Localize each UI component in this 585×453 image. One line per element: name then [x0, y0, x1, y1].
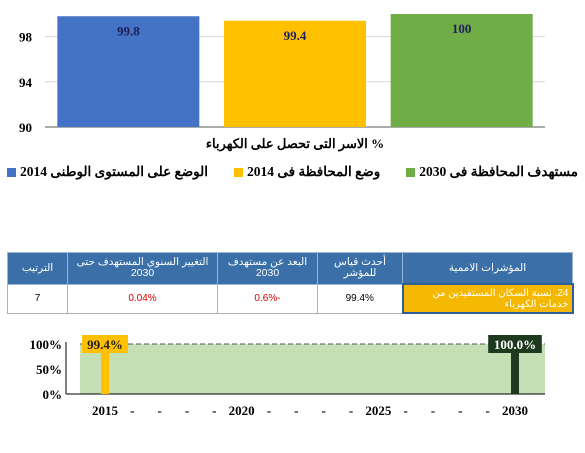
header-rank: الترتيب	[7, 252, 68, 285]
x-tick-label: -	[212, 403, 216, 418]
header-indicator: المؤشرات الاممية	[402, 252, 573, 285]
progress-marker-label: 100.0%	[494, 337, 536, 352]
header-distance: البعد عن مستهدف 2030	[217, 252, 318, 285]
x-tick-label: -	[485, 403, 489, 418]
bar	[224, 20, 366, 128]
bar-data-label: 99.8	[117, 23, 140, 38]
cell-distance: -0.6%	[217, 283, 318, 314]
legend-label: وضع المحافظة فى 2014	[247, 164, 381, 179]
legend-swatch	[234, 167, 243, 177]
bar-data-label: 99.4	[284, 28, 307, 43]
y-tick-label: 94	[19, 75, 33, 90]
header-latest: أحدث قياس للمؤشر	[317, 252, 403, 285]
cell-latest: 99.4%	[317, 283, 403, 314]
x-tick-label: -	[349, 403, 353, 418]
bar	[57, 16, 200, 127]
legend-entry: الوضع على المستوى الوطنى 2014	[7, 164, 208, 180]
progress-marker-bar	[101, 344, 109, 394]
x-tick-label: -	[267, 403, 271, 418]
y-tick-label: 0%	[43, 387, 63, 402]
progress-marker-box	[488, 335, 542, 353]
table-header-row: المؤشرات الاممية أحدث قياس للمؤشر البعد …	[7, 252, 573, 285]
x-axis-label: % الاسر التى تحصل على الكهرباء	[206, 136, 384, 152]
cell-indicator: 24. نسبة السكان المستفيدين من خدمات الكه…	[401, 283, 574, 314]
bar-chart-legend: مستهدف المحافظة فى 2030 وضع المحافظة فى 2…	[0, 160, 585, 184]
progress-marker-label: 99.4%	[87, 337, 123, 352]
cell-rank: 7	[7, 283, 68, 314]
x-tick-label: -	[157, 403, 161, 418]
progress-marker-box	[82, 335, 128, 353]
x-tick-label: -	[431, 403, 435, 418]
y-tick-label: 90	[19, 120, 32, 135]
legend-entry: وضع المحافظة فى 2014	[234, 164, 380, 180]
x-tick-label: -	[458, 403, 462, 418]
x-tick-label: 2030	[502, 403, 528, 418]
x-tick-label: -	[321, 403, 325, 418]
y-tick-label: 50%	[36, 362, 62, 377]
legend-swatch	[406, 167, 416, 177]
indicator-table: المؤشرات الاممية أحدث قياس للمؤشر البعد …	[7, 252, 574, 314]
x-tick-label: 2015	[92, 403, 119, 418]
bar-data-label: 100	[452, 21, 472, 36]
x-tick-label: 2025	[365, 403, 392, 418]
x-tick-label: 2020	[229, 403, 255, 418]
x-tick-label: -	[185, 403, 189, 418]
y-tick-label: 98	[19, 30, 33, 45]
x-tick-label: -	[403, 403, 407, 418]
progress-chart: 0%50%100%2015- - - -2020- - - -2025- - - -203099.…	[30, 335, 545, 418]
bar-chart: 90 94 98 99.8 99.4 100 % الاسر التى تحصل على ا…	[19, 14, 545, 152]
legend-swatch	[7, 167, 16, 177]
progress-band	[80, 344, 545, 394]
x-tick-label: -	[294, 403, 298, 418]
x-tick-label: -	[130, 403, 134, 418]
y-tick-label: 100%	[30, 337, 63, 352]
legend-entry: مستهدف المحافظة فى 2030	[406, 164, 578, 180]
legend-label: الوضع على المستوى الوطنى 2014	[20, 164, 208, 179]
legend-label: مستهدف المحافظة فى 2030	[419, 164, 579, 179]
header-annual-change: التغيير السنوي المستهدف حتى 2030	[67, 252, 218, 285]
progress-marker-bar	[511, 344, 519, 394]
cell-annual-change: 0.04%	[67, 283, 218, 314]
table-row: 24. نسبة السكان المستفيدين من خدمات الكه…	[7, 283, 574, 314]
bar	[390, 14, 533, 127]
